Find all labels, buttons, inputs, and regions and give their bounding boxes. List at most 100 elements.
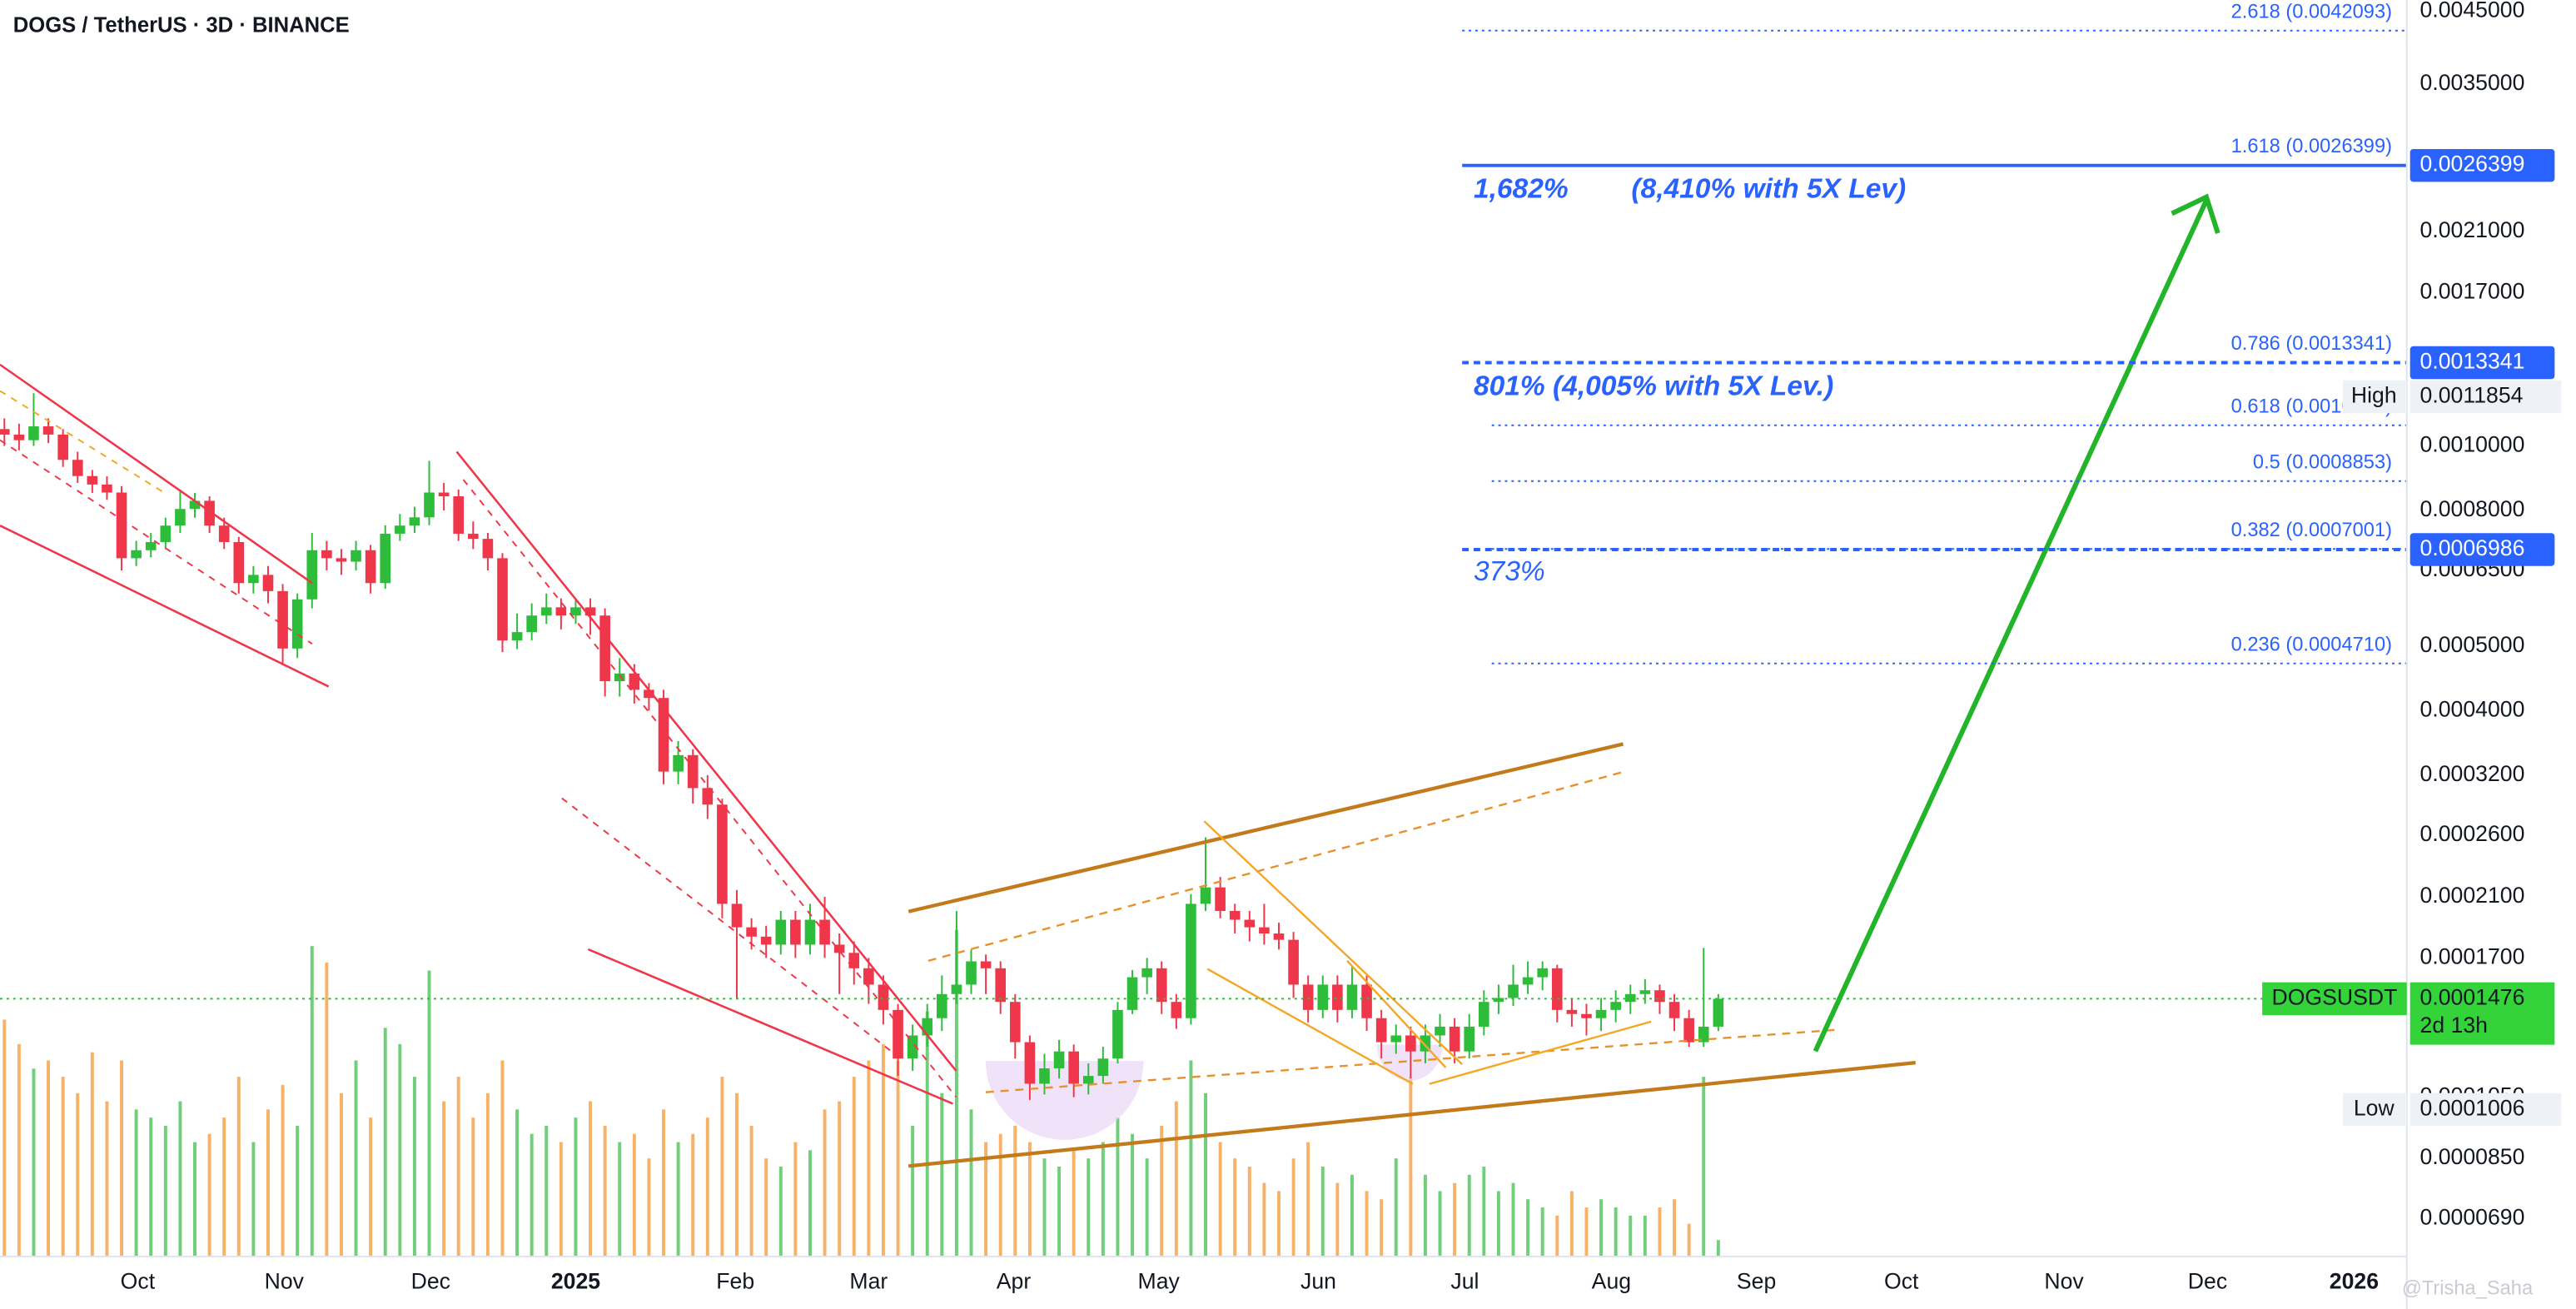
- trend-line: [927, 770, 1624, 962]
- volume-bar: [2, 1019, 7, 1257]
- y-tick-label: 0.0004000: [2420, 697, 2525, 722]
- candle-body: [907, 1035, 918, 1059]
- volume-bar: [1365, 1191, 1369, 1257]
- candle-body: [1229, 910, 1241, 920]
- y-tick-label: 0.0001700: [2420, 943, 2525, 968]
- volume-bar: [764, 1158, 768, 1257]
- candle-body: [42, 426, 54, 435]
- volume-bar: [1350, 1174, 1354, 1257]
- candle-body: [980, 961, 992, 968]
- chart-title: DOGS / TetherUS · 3D · BINANCE: [13, 13, 350, 37]
- x-tick-label: Jul: [1450, 1268, 1479, 1293]
- volume-bar: [120, 1060, 124, 1257]
- fib-label: 0.786 (0.0013341): [2231, 333, 2392, 355]
- x-tick-label: May: [1138, 1268, 1181, 1293]
- volume-bar: [500, 1060, 505, 1257]
- volume-bar: [178, 1101, 182, 1257]
- candle-body: [1595, 1009, 1607, 1018]
- marker-label: Low: [2354, 1095, 2395, 1120]
- x-tick-label: Mar: [849, 1268, 888, 1293]
- volume-bar: [793, 1142, 798, 1257]
- volume-bar: [1306, 1142, 1310, 1257]
- candle-body: [57, 434, 68, 460]
- volume-bar: [911, 1125, 915, 1257]
- volume-bar: [251, 1142, 256, 1257]
- candle-body: [584, 607, 596, 616]
- candle-body: [395, 525, 405, 534]
- price-badge-value: 0.0026399: [2420, 152, 2525, 177]
- candle-body: [702, 788, 714, 805]
- volume-bar: [398, 1043, 402, 1257]
- trend-line: [908, 1060, 1916, 1168]
- candle-body: [804, 919, 816, 945]
- volume-bar: [222, 1117, 226, 1257]
- volume-bar: [545, 1125, 549, 1257]
- candle-body: [233, 541, 245, 584]
- y-tick-label: 0.0021000: [2420, 217, 2525, 242]
- candle-body: [848, 953, 860, 968]
- volume-bar: [354, 1060, 358, 1257]
- volume-bar: [1204, 1092, 1207, 1257]
- volume-bar: [310, 946, 314, 1257]
- volume-bar: [735, 1092, 738, 1257]
- candles-layer: [0, 393, 1724, 1100]
- candle-body: [438, 492, 450, 497]
- candle-body: [878, 984, 889, 1010]
- volume-bar: [163, 1125, 167, 1257]
- candle-body: [1273, 933, 1285, 940]
- candle-body: [482, 539, 494, 559]
- fib-label: 1.618 (0.0026399): [2231, 136, 2392, 157]
- y-tick-label: 0.0035000: [2420, 70, 2525, 95]
- symbol-tag: [2262, 982, 2407, 1016]
- x-tick-label: Oct: [1884, 1268, 1919, 1293]
- candle-body: [204, 500, 215, 526]
- candle-body: [321, 550, 332, 559]
- candle-body: [511, 632, 523, 641]
- volume-bar: [207, 1133, 211, 1257]
- candle-body: [1200, 887, 1211, 904]
- marker-tag: [2342, 1092, 2407, 1127]
- volume-bar: [647, 1158, 651, 1257]
- annotation: (8,410% with 5X Lev): [1631, 174, 1906, 205]
- trend-line: [0, 439, 313, 645]
- volume-bar: [778, 1166, 783, 1257]
- volume-bar: [1101, 1142, 1105, 1257]
- candle-body: [189, 500, 201, 510]
- candle-body: [365, 550, 376, 584]
- marker-label: High: [2351, 383, 2397, 408]
- candle-body: [424, 492, 435, 518]
- volume-bar: [925, 1011, 929, 1257]
- volume-bar: [1394, 1158, 1398, 1257]
- candle-body: [116, 492, 127, 559]
- volume-bar: [369, 1117, 373, 1257]
- volume-bar: [17, 1043, 21, 1257]
- volume-bar: [1087, 1158, 1091, 1257]
- trend-line: [985, 1028, 1838, 1093]
- fib-label: 0.5 (0.0008853): [2253, 451, 2392, 473]
- trend-line: [1203, 820, 1463, 1065]
- volume-bar: [823, 1109, 827, 1257]
- volume-bar: [1131, 1133, 1135, 1257]
- target-arrow: [1813, 199, 2209, 1053]
- volume-bar: [105, 1101, 109, 1257]
- arrow-head: [2171, 193, 2220, 234]
- candle-body: [673, 754, 684, 772]
- candle-body: [893, 1009, 903, 1059]
- volume-bar: [867, 1060, 871, 1257]
- candle-body: [1537, 968, 1549, 978]
- volume-bar: [940, 1092, 944, 1257]
- candle-body: [1639, 990, 1651, 994]
- candle-body: [351, 550, 361, 562]
- volume-bar: [427, 970, 431, 1257]
- candle-body: [1259, 927, 1270, 934]
- volume-bar: [1658, 1207, 1662, 1257]
- volume-bar: [1526, 1199, 1530, 1257]
- y-tick-label: 0.0002600: [2420, 821, 2525, 846]
- x-tick-label: Dec: [411, 1268, 450, 1293]
- candle-body: [1698, 1026, 1709, 1043]
- volume-bar: [1482, 1166, 1486, 1257]
- volume-bar: [559, 1142, 563, 1257]
- volume-bar: [339, 1092, 343, 1257]
- volume-bar: [1335, 1182, 1340, 1257]
